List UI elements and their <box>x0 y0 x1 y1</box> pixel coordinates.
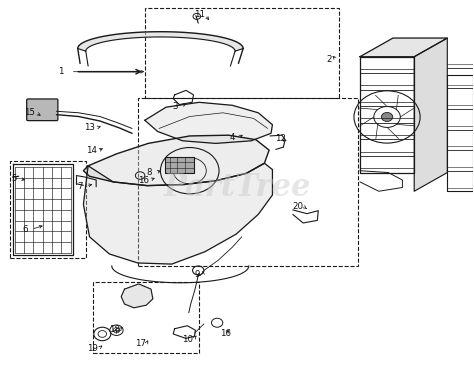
Text: 12: 12 <box>275 134 286 142</box>
Polygon shape <box>145 102 273 143</box>
Text: 3: 3 <box>173 102 178 111</box>
Text: 14: 14 <box>86 146 97 155</box>
Polygon shape <box>83 135 269 186</box>
Text: 20: 20 <box>292 202 303 211</box>
Bar <box>145 8 338 98</box>
Text: 8: 8 <box>147 168 152 177</box>
Text: 18: 18 <box>109 325 119 334</box>
Circle shape <box>382 112 393 122</box>
Text: 6: 6 <box>23 225 28 234</box>
Text: 10: 10 <box>182 334 193 344</box>
FancyBboxPatch shape <box>27 99 58 121</box>
Polygon shape <box>78 32 243 51</box>
Bar <box>93 282 199 352</box>
Text: 19: 19 <box>87 344 98 352</box>
Bar <box>165 157 193 172</box>
Text: 1: 1 <box>58 67 64 76</box>
Polygon shape <box>121 284 153 308</box>
Polygon shape <box>414 38 447 191</box>
Text: 2: 2 <box>327 55 332 64</box>
Text: 16: 16 <box>219 329 231 338</box>
Text: 9: 9 <box>194 270 200 279</box>
Text: 7: 7 <box>77 182 83 190</box>
Polygon shape <box>83 163 273 264</box>
Text: 5: 5 <box>11 174 17 183</box>
Text: 17: 17 <box>135 339 146 348</box>
Text: 15: 15 <box>25 108 36 117</box>
Text: 11: 11 <box>194 10 205 20</box>
Text: 16: 16 <box>138 176 149 184</box>
Text: 13: 13 <box>84 123 95 132</box>
Bar <box>138 98 357 266</box>
Text: PartTree: PartTree <box>164 172 310 203</box>
Bar <box>10 160 86 258</box>
Polygon shape <box>360 38 447 57</box>
Text: 4: 4 <box>229 133 235 142</box>
